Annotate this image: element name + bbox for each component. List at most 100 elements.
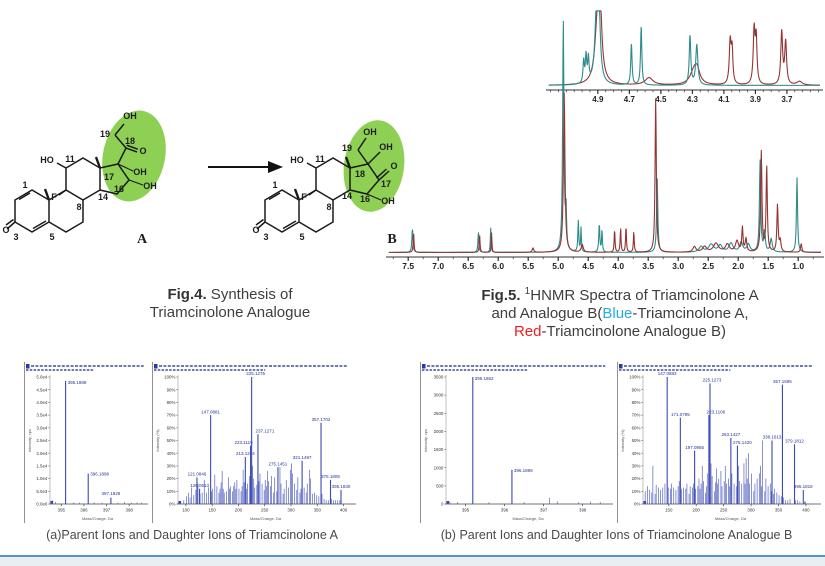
svg-text:20%: 20%: [632, 476, 641, 481]
ms-daughter-ions-chart-a: 100% 90% 80% 70% 60% 50% 40% 30% 20% 10% 0% 100 150 2…: [152, 362, 356, 523]
svg-text:237.1271: 237.1271: [256, 428, 275, 433]
svg-text:19: 19: [100, 129, 110, 139]
svg-text:14: 14: [342, 191, 352, 201]
blue-color-key: Blue: [602, 305, 633, 322]
svg-text:397.1928: 397.1928: [102, 491, 121, 496]
svg-text:395.1888: 395.1888: [68, 380, 87, 385]
nmr-main-spectrum: 7.5 7.0 6.5 6.0 5.5 5.0 4.5 4.0 3.5 3.0 2.5 2.0 1.5 1…: [386, 20, 824, 271]
svg-text:3.0e4: 3.0e4: [36, 425, 48, 430]
svg-text:500: 500: [436, 483, 444, 488]
spectrum-marker-icon: [619, 364, 623, 369]
svg-text:395: 395: [462, 508, 470, 513]
svg-text:121.0846: 121.0846: [188, 472, 207, 477]
svg-text:100%: 100%: [629, 375, 640, 380]
svg-text:7.5: 7.5: [402, 261, 414, 271]
svg-text:5: 5: [299, 232, 304, 242]
svg-text:OH: OH: [363, 127, 377, 137]
svg-text:1.0: 1.0: [792, 261, 804, 271]
svg-text:10%: 10%: [632, 489, 641, 494]
svg-text:6.5: 6.5: [462, 261, 474, 271]
svg-text:1000: 1000: [434, 465, 444, 470]
svg-text:60%: 60%: [632, 425, 641, 430]
svg-text:4.3: 4.3: [687, 95, 699, 104]
svg-text:250: 250: [720, 508, 728, 513]
highlight-ellipse-a: [102, 110, 166, 202]
svg-text:275.1451: 275.1451: [269, 461, 288, 466]
ms-parent-ions-chart-b: 3500 3000 2500 2000 1500 1000 500 0 395 396 397 398…: [420, 362, 613, 523]
svg-text:18: 18: [125, 136, 135, 146]
svg-text:B: B: [387, 232, 396, 247]
svg-text:197.0955: 197.0955: [685, 445, 704, 450]
svg-text:HO: HO: [290, 155, 304, 165]
svg-text:396.1886: 396.1886: [514, 468, 533, 473]
svg-text:30%: 30%: [632, 464, 641, 469]
svg-text:19: 19: [342, 143, 352, 153]
svg-text:2.5e4: 2.5e4: [36, 438, 48, 443]
svg-text:200: 200: [235, 508, 243, 513]
svg-text:A: A: [137, 232, 148, 247]
svg-text:6.0: 6.0: [492, 261, 504, 271]
svg-text:400: 400: [340, 508, 348, 513]
svg-text:Intensity (%): Intensity (%): [620, 429, 625, 452]
svg-text:OH: OH: [133, 167, 147, 177]
svg-text:Intensity (%): Intensity (%): [155, 429, 160, 452]
svg-text:263.1427: 263.1427: [721, 432, 740, 437]
svg-text:171.0795: 171.0795: [671, 412, 690, 417]
svg-text:147.0881: 147.0881: [201, 409, 220, 414]
svg-text:4.7: 4.7: [624, 95, 636, 104]
svg-text:150: 150: [665, 508, 673, 513]
svg-text:70%: 70%: [632, 413, 641, 418]
svg-text:147.0883: 147.0883: [658, 371, 677, 376]
svg-text:O: O: [390, 161, 397, 171]
svg-text:0.0e0: 0.0e0: [36, 502, 48, 507]
svg-text:2.0e4: 2.0e4: [36, 451, 48, 456]
svg-text:2.0: 2.0: [732, 261, 744, 271]
svg-text:3000: 3000: [434, 393, 444, 398]
svg-text:8: 8: [326, 202, 331, 212]
svg-text:4.1: 4.1: [718, 95, 730, 104]
svg-text:5.5: 5.5: [522, 261, 534, 271]
svg-text:50%: 50%: [167, 438, 176, 443]
svg-text:14: 14: [98, 192, 108, 202]
ms-caption-b: (b) Parent Ions and Daughter Ions of Tri…: [440, 528, 793, 542]
svg-text:3.0: 3.0: [672, 261, 684, 271]
spectrum-marker-icon: [26, 364, 30, 369]
fig5-caption-number: Fig.5.: [481, 287, 521, 304]
svg-text:8: 8: [76, 202, 81, 212]
svg-text:5.0e4: 5.0e4: [36, 375, 48, 380]
svg-text:17: 17: [381, 179, 391, 189]
svg-text:Intensity, cps: Intensity, cps: [423, 429, 428, 452]
svg-text:395.1830: 395.1830: [332, 484, 351, 489]
svg-text:1500: 1500: [434, 447, 444, 452]
fig4-caption: Fig.4. Synthesis of Triamcinolone Analog…: [149, 286, 311, 321]
fig5-caption: Fig.5. 1HNMR Spectra of Triamcinolone A …: [481, 286, 759, 340]
svg-text:5.0e3: 5.0e3: [36, 489, 48, 494]
svg-text:275.1420: 275.1420: [733, 440, 752, 445]
svg-text:1.0e4: 1.0e4: [36, 476, 48, 481]
svg-text:O: O: [252, 225, 259, 235]
svg-text:40%: 40%: [632, 451, 641, 456]
svg-text:0: 0: [441, 502, 444, 507]
svg-text:300: 300: [747, 508, 755, 513]
svg-text:F: F: [51, 192, 57, 202]
svg-text:300: 300: [287, 508, 295, 513]
svg-text:90%: 90%: [167, 387, 176, 392]
svg-text:1: 1: [22, 180, 27, 190]
svg-text:O: O: [139, 146, 146, 156]
ms-daughter-ions-chart-b: 100% 90% 80% 70% 60% 50% 40% 30% 20% 10% 0% 150 200 2…: [617, 362, 821, 523]
svg-text:4.5: 4.5: [582, 261, 594, 271]
svg-text:4.5e4: 4.5e4: [36, 387, 48, 392]
svg-text:5.0: 5.0: [552, 261, 564, 271]
svg-text:80%: 80%: [632, 400, 641, 405]
svg-text:O: O: [2, 225, 9, 235]
svg-text:126.0613: 126.0613: [190, 483, 209, 488]
svg-text:223.1119: 223.1119: [235, 440, 254, 445]
svg-text:10%: 10%: [167, 489, 176, 494]
svg-text:225.1273: 225.1273: [703, 378, 722, 383]
svg-text:3: 3: [263, 232, 268, 242]
reaction-arrow: [208, 161, 283, 173]
spectrum-marker-icon: [154, 364, 158, 369]
svg-text:3.7: 3.7: [781, 95, 793, 104]
